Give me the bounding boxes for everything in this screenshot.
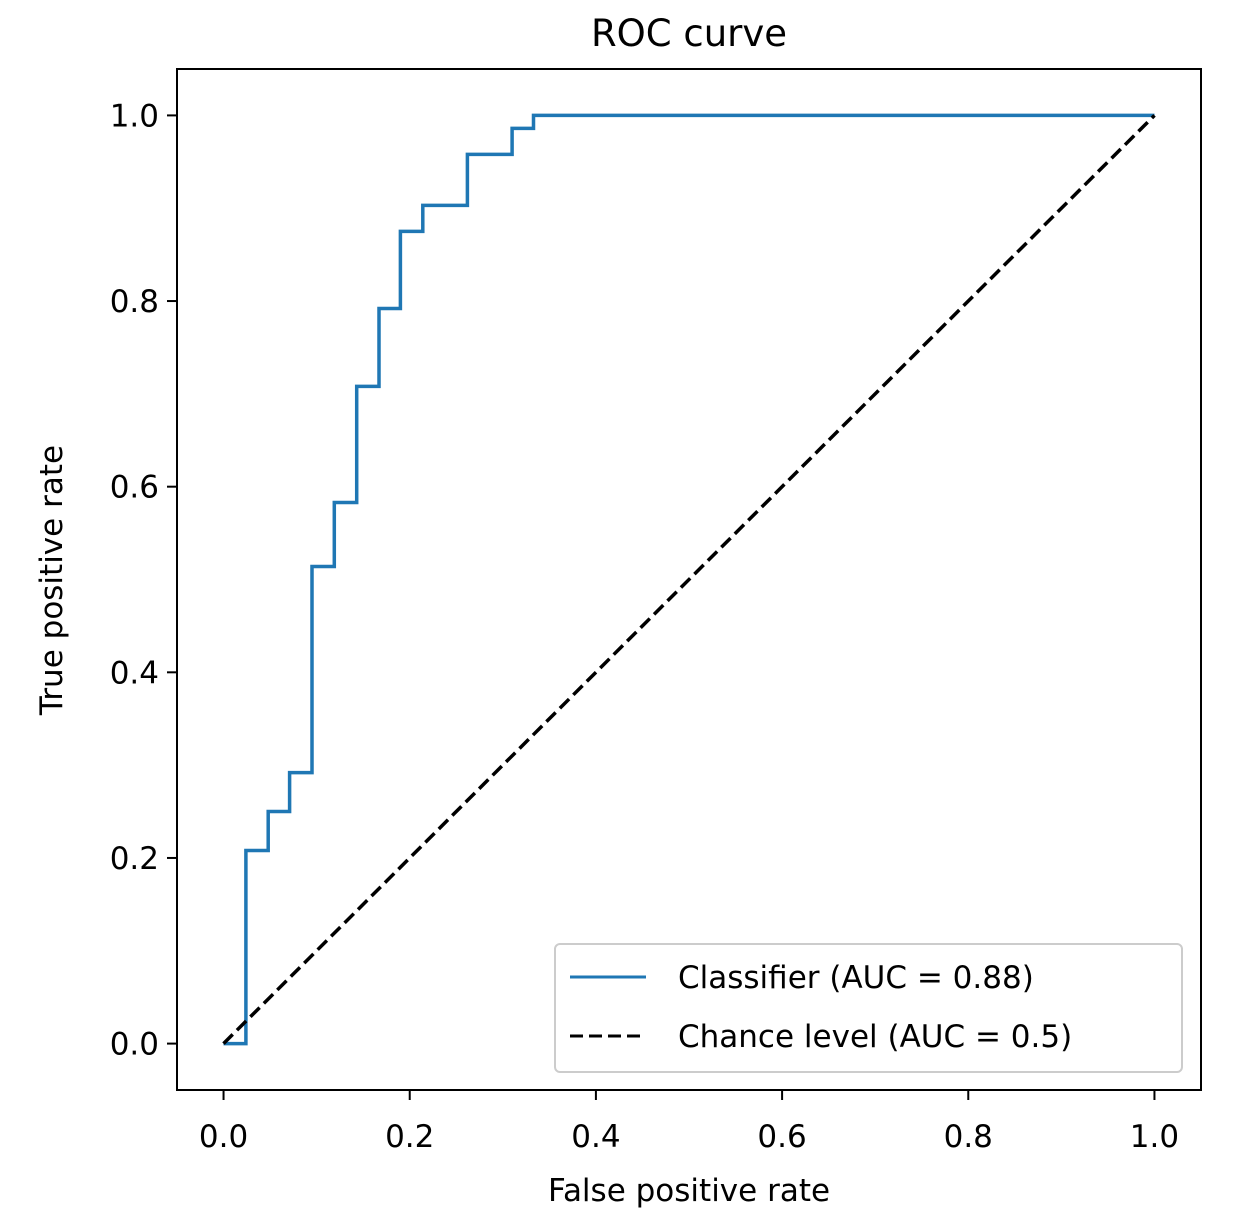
y-tick-label: 0.2 <box>110 841 159 877</box>
x-axis-ticks: 0.0 0.2 0.4 0.6 0.8 1.0 <box>199 1090 1179 1155</box>
legend: Classifier (AUC = 0.88) Chance level (AU… <box>554 943 1183 1073</box>
x-axis-label: False positive rate <box>548 1173 830 1209</box>
chart-title: ROC curve <box>591 12 787 55</box>
plot-area-frame <box>176 68 1202 1091</box>
y-tick-label: 1.0 <box>110 98 159 134</box>
x-tick-label: 1.0 <box>1130 1119 1179 1155</box>
chance-level-line <box>222 114 1156 1045</box>
y-tick-label: 0.6 <box>110 470 159 506</box>
legend-label-chance-level: Chance level (AUC = 0.5) <box>678 1019 1072 1055</box>
y-tick-label: 0.0 <box>110 1027 159 1063</box>
series-layer <box>222 113 1156 1046</box>
legend-box <box>554 943 1183 1073</box>
x-tick-label: 0.8 <box>944 1119 993 1155</box>
y-tick-label: 0.4 <box>110 655 159 691</box>
x-tick-label: 0.4 <box>571 1119 620 1155</box>
y-axis-label: True positive rate <box>34 445 70 716</box>
x-tick-label: 0.0 <box>199 1119 248 1155</box>
legend-label-classifier: Classifier (AUC = 0.88) <box>678 960 1034 996</box>
x-tick-label: 0.6 <box>757 1119 806 1155</box>
y-tick-label: 0.8 <box>110 284 159 320</box>
y-axis-ticks: 0.0 0.2 0.4 0.6 0.8 1.0 <box>110 98 177 1063</box>
x-tick-label: 0.2 <box>385 1119 434 1155</box>
classifier-roc-line <box>223 113 1155 1046</box>
